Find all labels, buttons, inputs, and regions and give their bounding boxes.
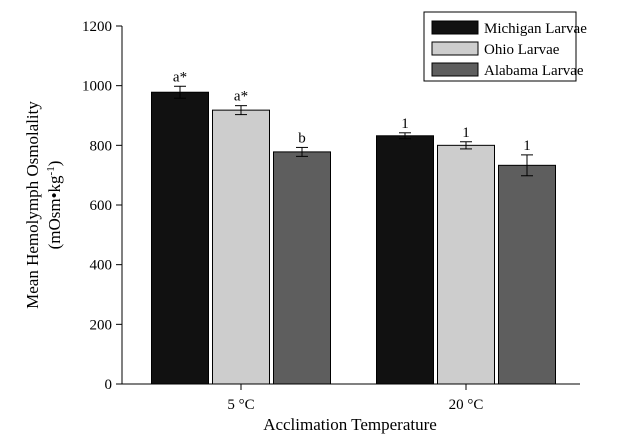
significance-label: 1 xyxy=(401,116,409,132)
x-axis-title: Acclimation Temperature xyxy=(263,415,437,434)
bar xyxy=(437,144,495,385)
y-axis-unit-part: ) xyxy=(45,161,64,167)
x-tick-label: 20 °C xyxy=(449,397,484,413)
legend: Michigan Larvae Ohio Larvae Alabama Larvae xyxy=(423,11,587,82)
y-tick-label: 0 xyxy=(105,377,113,393)
y-axis-unit-part: kg xyxy=(45,175,64,193)
bar xyxy=(273,151,331,385)
bar xyxy=(376,135,434,385)
bar xyxy=(151,91,209,385)
significance-label: a* xyxy=(173,69,187,85)
y-tick-label: 800 xyxy=(90,138,113,154)
bar xyxy=(212,109,270,385)
bar xyxy=(498,164,556,385)
legend-swatch xyxy=(431,62,479,77)
y-tick-label: 600 xyxy=(90,198,113,214)
legend-swatch xyxy=(431,41,479,56)
x-tick-label: 5 °C xyxy=(227,397,254,413)
y-tick-label: 400 xyxy=(90,258,113,274)
significance-label: a* xyxy=(234,89,248,105)
y-tick-label: 200 xyxy=(90,317,113,333)
significance-label: b xyxy=(298,130,306,146)
y-axis-unit-dot: • xyxy=(45,192,64,198)
plot-area: 0 200 400 600 800 1000 1200 5 °C a* a* b 20 °C 1 1 1 xyxy=(82,19,580,413)
significance-label: 1 xyxy=(462,125,470,141)
y-tick-label: 1200 xyxy=(82,19,112,35)
significance-label: 1 xyxy=(523,138,531,154)
y-axis-unit-superscript: -1 xyxy=(45,166,57,175)
y-tick-label: 1000 xyxy=(82,79,112,95)
y-axis-title: Mean Hemolymph Osmolality (mOsm•kg-1) xyxy=(23,101,64,309)
legend-label: Michigan Larvae xyxy=(484,21,587,37)
y-axis-unit-part: (mOsm xyxy=(45,198,64,249)
legend-label: Alabama Larvae xyxy=(484,63,584,79)
legend-label: Ohio Larvae xyxy=(484,42,560,58)
y-axis-title-line-2: (mOsm•kg-1) xyxy=(45,161,64,250)
legend-swatch xyxy=(431,20,479,35)
y-axis-title-line-1: Mean Hemolymph Osmolality xyxy=(23,101,42,309)
